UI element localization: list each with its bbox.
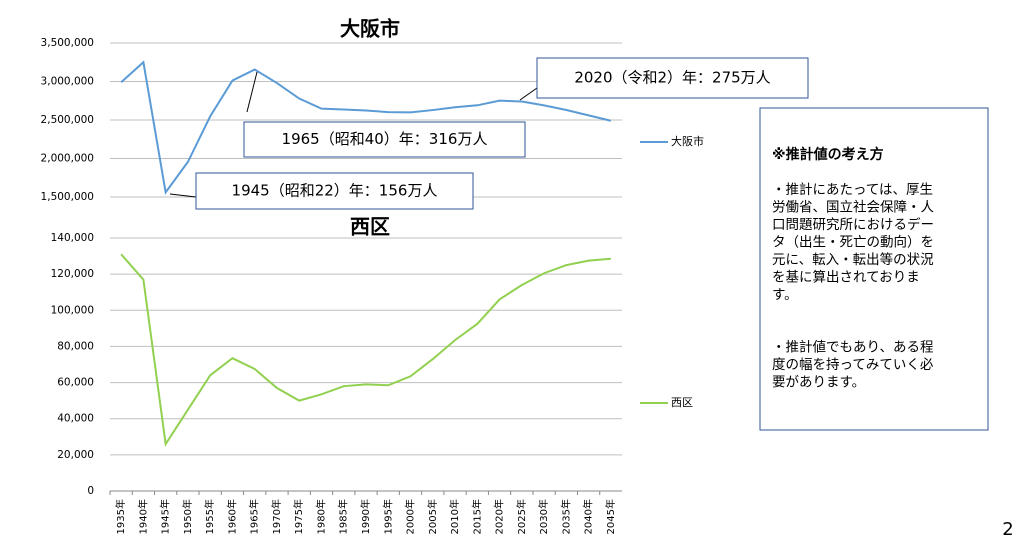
x-tick-label: 2045年 (604, 499, 617, 534)
legend-label: 大阪市 (671, 134, 704, 148)
x-tick-label: 1950年 (181, 499, 194, 534)
chart-title: 大阪市 (340, 17, 400, 41)
x-tick-label: 1965年 (248, 499, 261, 534)
y-tick-label: 100,000 (51, 304, 94, 316)
x-tick-label: 1990年 (359, 499, 372, 534)
note-line: を基に算出されておりま (772, 269, 920, 286)
note-line: 労働省、国立社会保障・人 (772, 200, 934, 216)
x-tick-label: 2000年 (404, 499, 417, 534)
x-tick-label: 1980年 (314, 499, 327, 534)
annotation: 2020（令和2）年：275万人 (574, 69, 770, 87)
note-title: ※推計値の考え方 (772, 146, 884, 163)
annotation-leader (519, 87, 538, 101)
y-tick-label: 20,000 (57, 449, 94, 461)
x-tick-label: 1935年 (114, 499, 127, 534)
y-tick-label: 80,000 (57, 340, 94, 352)
annotation-box (195, 172, 474, 210)
annotation: 1965（昭和40）年：316万人 (282, 130, 488, 148)
x-tick-label: 2005年 (426, 499, 439, 534)
y-tick-label: 3,000,000 (41, 76, 94, 88)
x-tick-label: 2035年 (559, 499, 572, 534)
y-tick-label: 3,500,000 (41, 37, 94, 49)
x-tick-label: 2010年 (448, 499, 461, 534)
page-number: 2 (1002, 519, 1013, 540)
note-line: タ（出生・死亡の動向）を (772, 235, 934, 251)
legend-label: 西区 (671, 396, 693, 409)
annotation-leader (169, 193, 197, 198)
note-line: ・推計にあたっては、厚生 (772, 182, 933, 198)
note-line: 度の幅を持ってみていく必 (772, 357, 934, 373)
x-tick-label: 1945年 (159, 499, 172, 534)
note-line: 要があります。 (772, 375, 865, 391)
x-tick-label: 1955年 (203, 499, 216, 534)
note-line: 元に、転入・転出等の状況 (772, 251, 934, 268)
x-tick-label: 2020年 (493, 499, 506, 534)
x-tick-label: 2015年 (470, 499, 483, 534)
x-tick-label: 2030年 (537, 499, 550, 534)
chart-title: 西区 (350, 215, 390, 239)
x-tick-label: 1995年 (381, 499, 394, 534)
y-tick-label: 0 (87, 485, 94, 497)
x-tick-label: 1985年 (337, 499, 350, 534)
x-tick-label: 2040年 (582, 499, 595, 534)
y-tick-label: 60,000 (57, 377, 94, 389)
annotation-box (243, 121, 526, 158)
x-tick-label: 1940年 (136, 499, 149, 534)
x-tick-label: 2025年 (515, 499, 528, 534)
x-tick-label: 1975年 (292, 499, 305, 534)
data-line (120, 253, 611, 447)
y-tick-label: 40,000 (57, 413, 94, 425)
note-line: 口問題研究所におけるデー (772, 216, 934, 233)
note-line: ・推計値でもあり、ある程 (772, 340, 933, 356)
y-tick-label: 2,500,000 (41, 114, 94, 126)
x-tick-label: 1960年 (225, 499, 238, 534)
y-tick-label: 2,000,000 (41, 153, 94, 165)
y-tick-label: 1,500,000 (41, 191, 94, 203)
y-tick-label: 140,000 (51, 232, 94, 244)
note-line: す。 (772, 287, 798, 303)
note-box (759, 107, 989, 431)
data-line (120, 60, 612, 195)
annotation-leader (246, 71, 258, 113)
annotation: 1945（昭和22）年：156万人 (232, 182, 438, 200)
annotation-box (536, 57, 809, 99)
y-tick-label: 120,000 (51, 268, 94, 280)
x-tick-label: 1970年 (270, 499, 283, 534)
